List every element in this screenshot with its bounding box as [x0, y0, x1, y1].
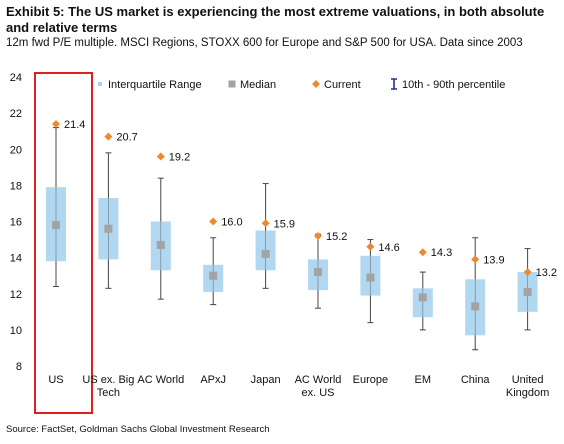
current-marker	[418, 248, 427, 257]
legend-item: 10th - 90th percentile	[391, 78, 505, 91]
x-category-label: US ex. Big Tech	[82, 374, 134, 399]
category-group: 13.9	[465, 237, 505, 351]
current-value-label: 20.7	[116, 132, 137, 144]
median-marker	[261, 250, 270, 259]
chart-subtitle: 12m fwd P/E multiple. MSCI Regions, STOX…	[6, 37, 523, 49]
current-value-label: 19.2	[169, 151, 190, 163]
legend-item: Current	[312, 79, 361, 91]
category-group: 14.3	[412, 247, 452, 331]
x-category-label: US	[48, 374, 63, 386]
current-value-label: 21.4	[64, 119, 85, 131]
current-marker	[104, 132, 113, 141]
x-category-label: APxJ	[200, 374, 226, 386]
legend-label: Median	[240, 79, 276, 91]
y-tick-label: 10	[10, 325, 22, 337]
current-marker	[314, 231, 322, 240]
x-category-label: Europe	[353, 374, 388, 386]
current-marker	[366, 242, 375, 251]
legend-item: Interquartile Range	[98, 79, 202, 91]
source-note: Source: FactSet, Goldman Sachs Global In…	[6, 424, 270, 435]
category-group: 15.9	[255, 183, 295, 289]
current-value-label: 14.6	[378, 242, 399, 254]
category-group: 15.2	[308, 231, 347, 309]
current-marker	[209, 217, 218, 226]
legend-item: Median	[228, 79, 276, 91]
median-marker	[52, 221, 60, 230]
legend-swatch-median	[228, 80, 236, 88]
y-tick-label: 16	[10, 217, 22, 229]
highlight-frame	[34, 72, 93, 414]
current-marker	[471, 255, 480, 264]
current-value-label: 16.0	[221, 217, 242, 229]
median-marker	[523, 287, 532, 296]
median-marker	[366, 273, 375, 282]
current-value-label: 13.2	[536, 267, 557, 279]
category-group: 16.0	[203, 217, 243, 306]
x-category-label: Japan	[251, 374, 281, 386]
category-group: 20.7	[98, 132, 138, 289]
y-tick-label: 18	[10, 180, 22, 192]
legend-swatch-current	[312, 80, 320, 88]
current-marker	[156, 152, 165, 161]
x-category-label: EM	[415, 374, 432, 386]
y-tick-label: 14	[10, 253, 22, 265]
current-value-label: 13.9	[483, 254, 504, 266]
y-tick-label: 20	[10, 144, 22, 156]
median-marker	[314, 268, 322, 277]
median-marker	[156, 240, 165, 249]
current-value-label: 15.2	[326, 231, 347, 243]
x-category-label: United Kingdom	[506, 374, 549, 399]
legend: Interquartile Range Median Current 10th - 9…	[98, 78, 505, 91]
current-value-label: 14.3	[431, 247, 452, 259]
y-axis: 8 10 12 14 16 18 20 22 24	[10, 72, 22, 373]
current-value-label: 15.9	[274, 218, 295, 230]
x-category-label: AC World	[137, 374, 184, 386]
median-marker	[104, 224, 113, 233]
y-tick-label: 22	[10, 108, 22, 120]
category-group: 14.6	[360, 239, 400, 324]
current-marker	[52, 119, 60, 128]
legend-label: 10th - 90th percentile	[402, 79, 505, 91]
median-marker	[209, 271, 218, 280]
median-marker	[418, 293, 427, 302]
x-category-label: AC World ex. US	[295, 374, 342, 399]
plot-area: 21.4 20.7 19.2 16.0 15.9 15.2 14.6 14.3 13.9 13.2	[34, 72, 557, 414]
y-tick-label: 12	[10, 289, 22, 301]
current-marker	[523, 268, 532, 277]
median-marker	[471, 302, 480, 311]
category-group: 21.4	[46, 119, 85, 288]
legend-label: Current	[324, 79, 361, 91]
category-group: 13.2	[517, 248, 557, 331]
current-marker	[261, 219, 270, 228]
chart-title: Exhibit 5: The US market is experiencing…	[6, 4, 545, 35]
legend-swatch-iqr	[98, 82, 102, 86]
legend-label: Interquartile Range	[108, 79, 202, 91]
y-tick-label: 8	[16, 361, 22, 373]
legend-swatch-percentile	[391, 78, 397, 90]
y-tick-label: 24	[10, 72, 22, 84]
category-group: 19.2	[150, 151, 190, 300]
x-category-label: China	[461, 374, 491, 386]
